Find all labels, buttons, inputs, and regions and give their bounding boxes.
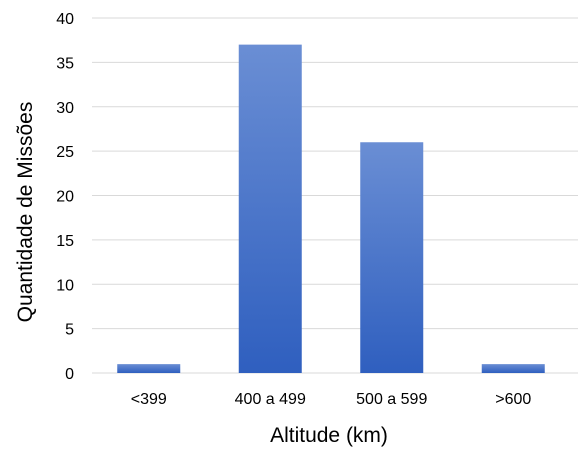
y-tick-label: 15 [56,233,74,250]
x-tick-label: 500 a 599 [356,391,427,408]
y-tick-label: 40 [56,11,74,28]
y-axis-ticks: 0 5 10 15 20 25 30 35 40 [56,11,74,383]
y-tick-label: 20 [56,189,74,206]
bar [360,142,424,373]
x-axis-title: Altitude (km) [270,424,388,447]
x-tick-label: <399 [131,391,167,408]
x-axis-ticks: <399 400 a 499 500 a 599 >600 [131,391,532,408]
y-tick-label: 35 [56,55,74,72]
y-axis-title: Quantidade de Missões [14,102,37,323]
y-tick-label: 10 [56,277,74,294]
y-tick-label: 0 [65,366,74,383]
bar [238,44,302,373]
bar [481,364,545,373]
bar [117,364,181,373]
bars [117,44,545,373]
y-tick-label: 30 [56,100,74,117]
gridlines [92,17,578,374]
y-tick-label: 5 [65,322,74,339]
x-tick-label: >600 [495,391,531,408]
y-tick-label: 25 [56,144,74,161]
x-tick-label: 400 a 499 [235,391,306,408]
